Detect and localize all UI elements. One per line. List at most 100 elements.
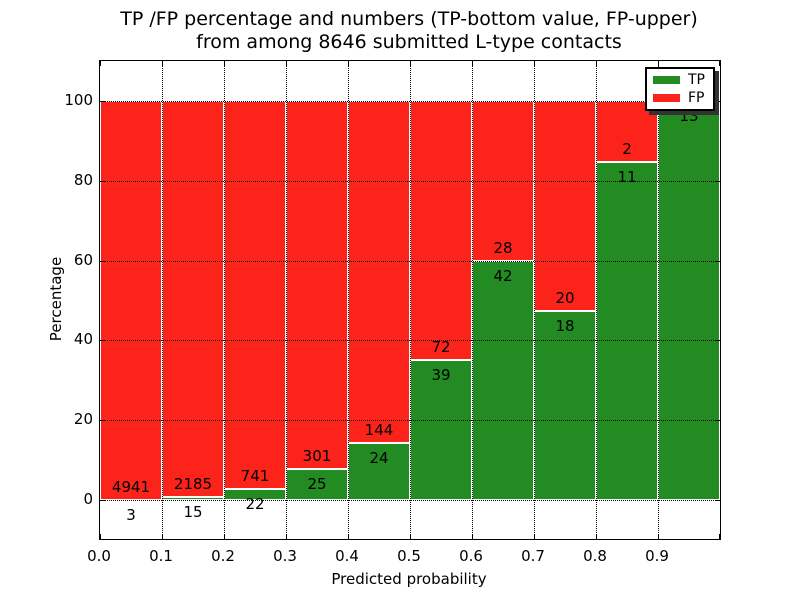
fp-count-label: 20 <box>555 288 575 307</box>
bars-layer <box>100 61 720 539</box>
x-tick-mark <box>162 61 163 66</box>
y-axis-label: Percentage <box>47 256 65 342</box>
bar-segment-fp <box>534 101 596 311</box>
y-tick-mark <box>100 101 105 102</box>
y-tick-label: 100 <box>64 91 93 109</box>
x-tick-mark <box>658 534 659 539</box>
fp-count-label: 28 <box>493 238 513 257</box>
tp-count-label: 25 <box>307 475 327 494</box>
x-tick-mark <box>472 534 473 539</box>
y-tick-mark <box>715 340 720 342</box>
tp-swatch-icon <box>653 76 680 84</box>
bar-segment-fp <box>162 101 224 498</box>
fp-swatch-icon <box>653 94 680 102</box>
y-tick-mark <box>100 500 105 501</box>
y-gridline <box>100 180 720 182</box>
x-tick-mark <box>472 61 473 66</box>
y-tick-mark <box>715 101 720 102</box>
x-gridline <box>286 61 287 539</box>
tp-count-label: 22 <box>245 494 265 513</box>
x-gridline <box>410 61 411 539</box>
y-tick-mark <box>715 500 720 501</box>
x-gridline <box>472 61 473 539</box>
fp-count-label: 301 <box>302 447 332 466</box>
tp-count-label: 3 <box>126 505 136 524</box>
legend: TP FP <box>645 67 715 111</box>
plot-area: 4941 3 2185 15 741 22 301 25 144 24 72 39 28 42 20 18 2 1… <box>99 60 721 540</box>
fp-count-label: 4941 <box>111 477 151 496</box>
labels-layer: 4941 3 2185 15 741 22 301 25 144 24 72 39 28 42 20 18 2 1… <box>100 61 720 539</box>
y-gridline <box>100 260 720 262</box>
x-tick-mark <box>719 534 720 539</box>
y-tick-mark <box>100 420 105 422</box>
x-tick-label: 0.0 <box>87 547 111 565</box>
x-tick-label: 0.7 <box>521 547 545 565</box>
x-tick-label: 0.3 <box>273 547 297 565</box>
x-tick-label: 0.5 <box>397 547 421 565</box>
x-tick-mark <box>348 61 349 66</box>
tp-count-label: 39 <box>431 365 451 384</box>
y-tick-mark <box>100 180 105 182</box>
y-gridline <box>100 340 720 342</box>
x-tick-label: 0.6 <box>459 547 483 565</box>
ticks-layer <box>100 61 720 539</box>
bar-segment-fp <box>100 101 162 500</box>
x-gridline <box>596 61 597 539</box>
x-tick-mark <box>410 61 411 66</box>
x-tick-mark <box>100 61 101 66</box>
legend-label-tp: TP <box>688 72 705 88</box>
x-tick-label: 0.4 <box>335 547 359 565</box>
x-tick-mark <box>286 61 287 66</box>
fp-count-label: 2 <box>622 140 632 159</box>
bar-segment-fp <box>596 101 658 163</box>
x-gridline <box>348 61 349 539</box>
bar-segment-tp <box>472 260 534 500</box>
x-tick-label: 0.8 <box>583 547 607 565</box>
x-tick-label: 0.2 <box>211 547 235 565</box>
tp-count-label: 42 <box>493 266 513 285</box>
y-tick-label: 40 <box>73 330 93 349</box>
x-tick-mark <box>596 534 597 539</box>
x-tick-mark <box>224 61 225 66</box>
bar-segment-fp <box>224 101 286 489</box>
tp-count-label: 15 <box>183 503 203 522</box>
x-gridline <box>658 61 659 539</box>
x-tick-mark <box>100 534 101 539</box>
bar-segment-fp <box>286 101 348 470</box>
fp-count-label: 72 <box>431 337 451 356</box>
tp-count-label: 18 <box>555 316 575 335</box>
x-tick-mark <box>348 534 349 539</box>
y-tick-label: 80 <box>73 170 93 189</box>
x-tick-label: 0.9 <box>645 547 669 565</box>
chart-title: TP /FP percentage and numbers (TP-bottom… <box>120 8 698 54</box>
y-tick-label: 60 <box>73 250 93 269</box>
x-tick-mark <box>224 534 225 539</box>
fp-count-label: 2185 <box>173 475 213 494</box>
x-tick-mark <box>658 61 659 66</box>
x-gridline <box>224 61 225 539</box>
y-tick-mark <box>715 420 720 422</box>
grid-layer <box>100 61 720 539</box>
legend-label-fp: FP <box>688 90 705 106</box>
x-axis-label: Predicted probability <box>331 570 487 588</box>
bar-segment-tp <box>410 359 472 500</box>
y-tick-mark <box>715 260 720 262</box>
x-tick-label: 0.1 <box>149 547 173 565</box>
y-tick-mark <box>100 260 105 262</box>
chart-title-line2: from among 8646 submitted L-type contact… <box>196 31 622 53</box>
y-gridline <box>100 101 720 102</box>
x-tick-mark <box>410 534 411 539</box>
legend-item-fp: FP <box>647 91 713 105</box>
fp-count-label: 741 <box>240 466 270 485</box>
bar-segment-fp <box>348 101 410 443</box>
x-tick-mark <box>286 534 287 539</box>
x-gridline <box>162 61 163 539</box>
y-tick-mark <box>100 340 105 342</box>
y-tick-label: 0 <box>83 490 93 508</box>
y-tick-label: 20 <box>73 410 93 429</box>
y-gridline <box>100 420 720 422</box>
y-gridline <box>100 500 720 501</box>
fp-count-label: 144 <box>364 420 394 439</box>
x-tick-mark <box>596 61 597 66</box>
